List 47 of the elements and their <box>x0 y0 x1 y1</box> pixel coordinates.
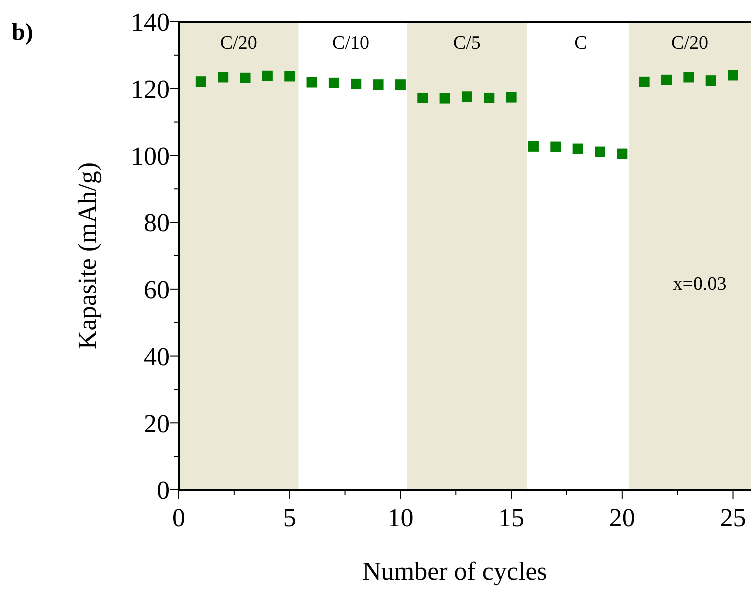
point <box>706 76 716 86</box>
point <box>351 78 362 90</box>
y-tick-label: 120 <box>131 74 170 104</box>
point <box>262 70 273 82</box>
point <box>328 78 340 88</box>
band-label: C/20 <box>672 33 709 54</box>
y-tick-label: 60 <box>144 276 170 305</box>
point <box>240 72 251 84</box>
y-tick-label: 20 <box>144 409 170 438</box>
point <box>528 141 539 152</box>
point <box>594 146 606 158</box>
x-axis-title: Number of cycles <box>362 557 548 586</box>
point <box>506 92 517 103</box>
point <box>484 92 495 104</box>
point <box>462 92 472 102</box>
x-tick-label: 10 <box>388 503 414 532</box>
point <box>418 92 428 104</box>
x-tick-label: 20 <box>609 503 636 532</box>
point <box>373 80 384 90</box>
point <box>218 72 229 83</box>
point <box>196 76 206 88</box>
y-axis-title: Kapasite (mAh/g) <box>73 162 102 350</box>
annotation: C <box>574 33 588 54</box>
point <box>395 80 406 90</box>
point <box>572 144 584 154</box>
annotation: C/10 <box>332 33 370 54</box>
y-tick-label: 40 <box>144 342 170 372</box>
y-tick-label: 140 <box>131 8 170 38</box>
y-tick-label: 100 <box>131 142 170 171</box>
x-tick-label: 15 <box>498 503 525 532</box>
point <box>550 142 562 152</box>
point <box>639 76 650 88</box>
text: b) <box>12 20 34 46</box>
point <box>440 93 450 104</box>
point <box>662 74 672 86</box>
y-tick-label: 80 <box>144 208 170 238</box>
point <box>306 77 318 88</box>
x-tick-label: 5 <box>283 503 296 532</box>
point <box>684 72 694 83</box>
band-label: C/5 <box>453 33 481 54</box>
point <box>617 148 628 160</box>
point <box>284 71 296 82</box>
band-label: C/20 <box>220 33 258 54</box>
point <box>728 70 739 81</box>
annotation: x=0.03 <box>673 274 727 295</box>
x-tick-label: 25 <box>720 503 746 532</box>
y-tick-label: 0 <box>157 476 170 506</box>
